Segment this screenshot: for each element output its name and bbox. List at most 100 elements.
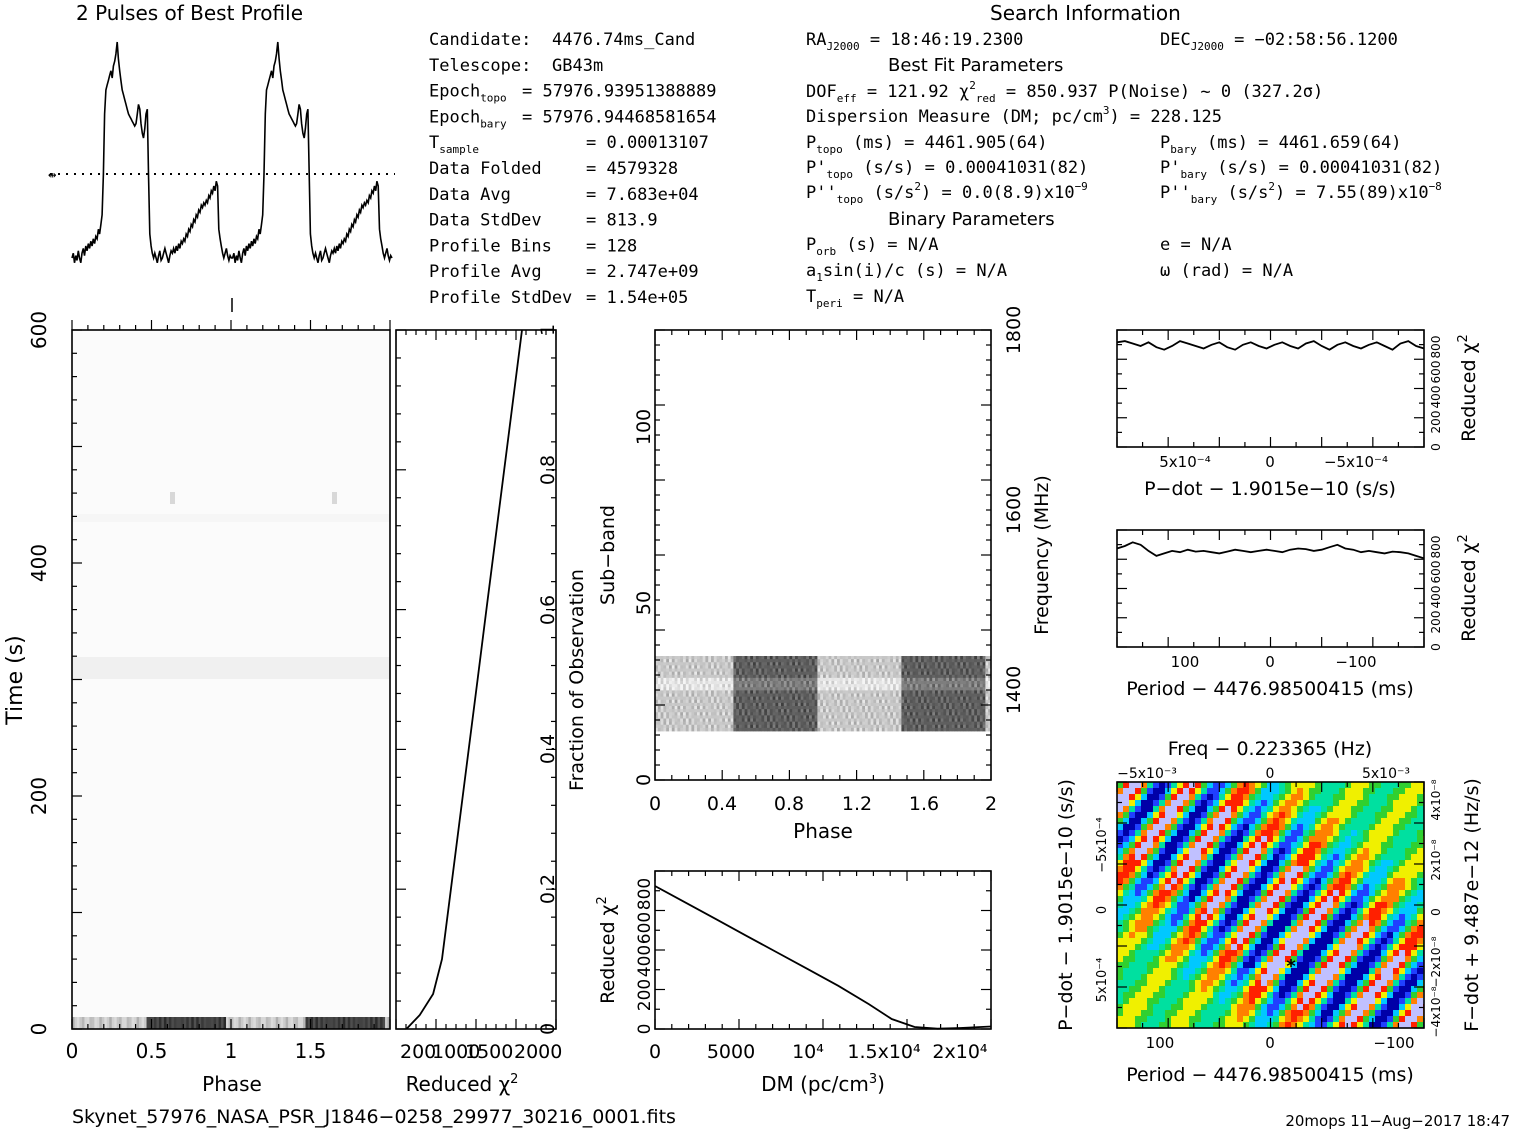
subband-cell <box>741 656 745 660</box>
time-phase-cell <box>136 1017 140 1029</box>
subband-cell <box>918 656 922 660</box>
subband-cell <box>775 665 779 669</box>
subband-cell <box>727 671 731 676</box>
pp-cell <box>1279 800 1286 807</box>
pp-cell <box>1285 926 1292 933</box>
subband-cell <box>674 656 678 660</box>
subband-cell <box>663 674 667 679</box>
subband-cell <box>940 674 944 679</box>
subband-cell <box>963 671 967 676</box>
pp-cell <box>1387 848 1394 855</box>
subband-cell <box>736 718 740 723</box>
subband-cell <box>758 665 762 669</box>
subband-cell <box>655 656 659 660</box>
pp-cell <box>1363 938 1370 945</box>
subband-cell <box>881 706 885 710</box>
subband-cell <box>901 706 905 710</box>
subband-cell <box>923 656 927 660</box>
pp-cell <box>1219 896 1226 903</box>
subband-cell <box>741 718 745 723</box>
subband-cell <box>739 656 743 660</box>
subband-cell <box>747 727 751 732</box>
pp-cell <box>1417 878 1424 885</box>
subband-cell <box>747 709 751 713</box>
subband-cell <box>713 659 717 663</box>
pp-cell <box>1393 842 1400 849</box>
subband-cell <box>688 718 692 723</box>
subband-cell <box>901 724 905 729</box>
subband-cell <box>982 656 986 660</box>
subband-cell <box>879 718 883 723</box>
subband-cell <box>825 668 829 673</box>
subband-cell <box>733 727 737 732</box>
pp-cell <box>1297 896 1304 903</box>
pp-cell <box>1189 938 1196 945</box>
subband-cell <box>663 662 667 666</box>
subband-cell <box>890 665 894 669</box>
subband-cell <box>750 693 754 698</box>
subband-cell <box>831 656 835 660</box>
pp-cell <box>1333 908 1340 915</box>
subband-cell <box>792 715 796 719</box>
subband-cell <box>764 702 768 707</box>
pp-cell <box>1129 866 1136 873</box>
subband-cell <box>909 699 913 704</box>
subband-cell <box>778 718 782 723</box>
subband-cell <box>797 721 801 726</box>
subband-cell <box>797 662 801 666</box>
subband-cell <box>825 702 829 707</box>
pp-cell <box>1195 836 1202 843</box>
subband-cell <box>814 677 818 682</box>
pp-cell <box>1321 800 1328 807</box>
pp-cell <box>1351 890 1358 897</box>
subband-cell <box>965 727 969 732</box>
subband-cell <box>870 668 874 673</box>
pp-cell <box>1237 812 1244 819</box>
subband-cell <box>937 715 941 719</box>
subband-cell <box>758 702 762 707</box>
subband-cell <box>803 712 807 716</box>
subband-cell <box>772 671 776 676</box>
pp-cell <box>1291 848 1298 855</box>
pp-cell <box>1273 908 1280 915</box>
subband-cell <box>940 671 944 676</box>
pp-cell <box>1381 788 1388 795</box>
subband-cell <box>979 693 983 698</box>
subband-cell <box>705 674 709 679</box>
time-phase-cell <box>116 1017 120 1029</box>
pp-cell <box>1135 932 1142 939</box>
subband-cell <box>895 690 899 694</box>
pp-cell <box>1249 926 1256 933</box>
subband-cell <box>837 690 841 694</box>
pp-cell <box>1261 944 1268 951</box>
subband-cell <box>823 659 827 663</box>
subband-cell <box>783 656 787 660</box>
subband-cell <box>764 724 768 729</box>
pp-cell <box>1357 878 1364 885</box>
subband-cell <box>949 656 953 660</box>
subband-cell <box>705 702 709 707</box>
subband-cell <box>887 671 891 676</box>
time-phase-cell <box>325 1017 329 1029</box>
subband-cell <box>870 696 874 701</box>
pp-cell <box>1177 800 1184 807</box>
pp-cell <box>1195 926 1202 933</box>
subband-cell <box>674 677 678 682</box>
subband-cell <box>753 668 757 673</box>
subband-cell <box>663 659 667 663</box>
subband-cell <box>839 696 843 701</box>
subband-cell <box>733 712 737 716</box>
pp-cell <box>1381 860 1388 867</box>
subband-cell <box>831 693 835 698</box>
pp-cell <box>1333 806 1340 813</box>
subband-cell <box>884 674 888 679</box>
subband-cell <box>719 727 723 732</box>
subband-cell <box>688 674 692 679</box>
subband-cell <box>767 668 771 673</box>
pp-cell <box>1405 812 1412 819</box>
subband-cell <box>655 659 659 663</box>
subband-cell <box>795 674 799 679</box>
subband-cell <box>655 721 659 726</box>
subband-cell <box>755 699 759 704</box>
